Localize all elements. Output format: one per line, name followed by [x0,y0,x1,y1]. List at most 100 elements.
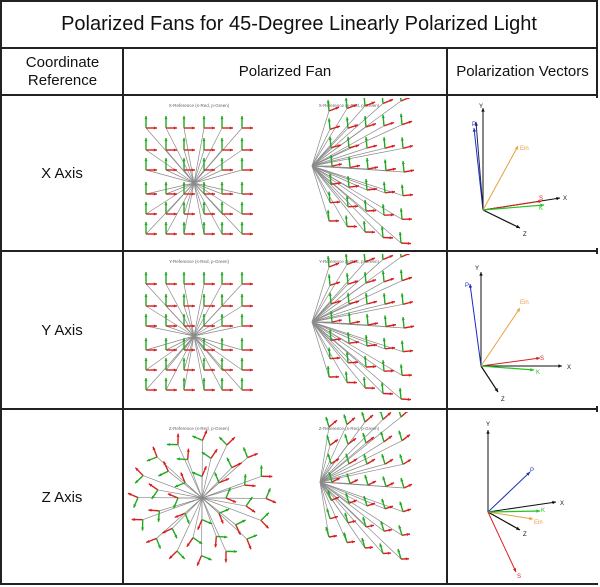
vector-panel-z: Y X Z P Ein K S [448,412,598,583]
p-arrow [240,314,244,326]
k-vector [480,365,535,372]
ray [319,481,348,543]
s-arrow [347,360,359,364]
p-arrow [346,332,350,344]
s-arrow [146,368,157,372]
s-arrow [329,125,341,130]
p-arrow [346,136,350,148]
ray [192,497,203,538]
p-arrow [379,412,384,420]
p-arrow [220,138,224,150]
ray [193,182,243,235]
p-arrow [380,431,385,443]
p-arrow [399,208,403,220]
ray [311,281,385,323]
s-arrow [330,300,342,305]
p-vector [468,283,482,367]
p-arrow [346,292,350,304]
p-arrow [182,182,186,194]
ray [183,127,195,184]
ray [319,463,368,483]
row-label-x-axis: X Axis [41,164,83,182]
p-arrow [380,226,384,238]
column-divider [446,49,448,583]
s-arrow [384,458,394,465]
p-arrow [220,116,224,128]
p-arrow [363,115,367,128]
p-arrow [182,272,186,284]
p-arrow [144,294,148,306]
p-arrow [144,158,148,170]
s-arrow [131,518,143,522]
p-arrow [202,158,206,170]
ray [145,149,195,184]
p-arrow [344,512,349,524]
p-arrow [164,272,168,284]
y-axis-label: Y [479,104,483,110]
p-arrow [344,215,348,227]
s-arrow [347,437,357,445]
s-arrow [366,187,378,191]
p-arrow [246,534,258,540]
p-arrow [362,98,366,107]
s-arrow [384,505,394,510]
ray [193,335,205,391]
ray [201,458,212,499]
s-arrow [328,534,338,538]
p-arrow [182,222,186,234]
s-arrow [222,126,233,130]
s-arrow [260,519,270,529]
p-arrow [326,365,330,378]
vector-panel-x: Y X Z P Ein SK [448,98,598,248]
ray [145,169,195,184]
s-arrow [366,502,376,507]
s-vector [487,511,517,573]
p-arrow [364,136,368,149]
s-arrow [384,300,396,305]
p-arrow [133,497,139,508]
ray [201,497,217,537]
ray [193,335,243,351]
s-arrow [218,477,230,484]
ray [319,481,384,554]
p-arrow [164,202,168,214]
z-axis-label: Z [523,232,527,238]
s-arrow [146,126,157,130]
header-polarized-fan: Polarized Fan [123,49,447,96]
p-arrow [220,314,224,326]
s-arrow [348,184,360,188]
p-arrow [327,490,332,501]
ray [311,266,330,323]
p-arrow [166,442,178,447]
s-arrow [184,368,195,372]
s-arrow [201,430,208,441]
z-axis-label: Z [523,532,527,538]
s-arrow [331,477,341,483]
ray [201,497,247,507]
s-arrow [184,232,195,236]
ray [183,283,195,337]
s-arrow [401,120,413,126]
s-arrow [401,276,413,282]
ray [145,335,195,351]
p-arrow [364,292,368,305]
p-arrow [380,520,385,532]
p-arrow [240,272,244,284]
s-arrow [346,417,356,426]
s-arrow [245,505,256,513]
p-arrow [158,470,169,477]
s-arrow [385,482,395,488]
p-vector-label: P [472,122,476,128]
p-arrow [240,138,244,150]
s-arrow [384,190,396,194]
s-arrow [349,320,361,325]
s-arrow [385,323,397,328]
p-arrow [226,457,233,468]
s-arrow [242,388,253,392]
p-arrow [220,182,224,194]
p-arrow [155,538,162,549]
s-arrow [403,325,415,329]
s-arrow [364,230,376,234]
ray [311,321,366,389]
x-axis-label: X [563,196,567,202]
